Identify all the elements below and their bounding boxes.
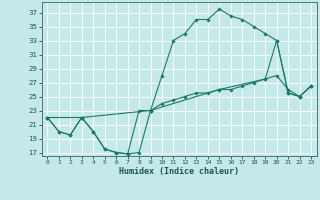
- X-axis label: Humidex (Indice chaleur): Humidex (Indice chaleur): [119, 167, 239, 176]
